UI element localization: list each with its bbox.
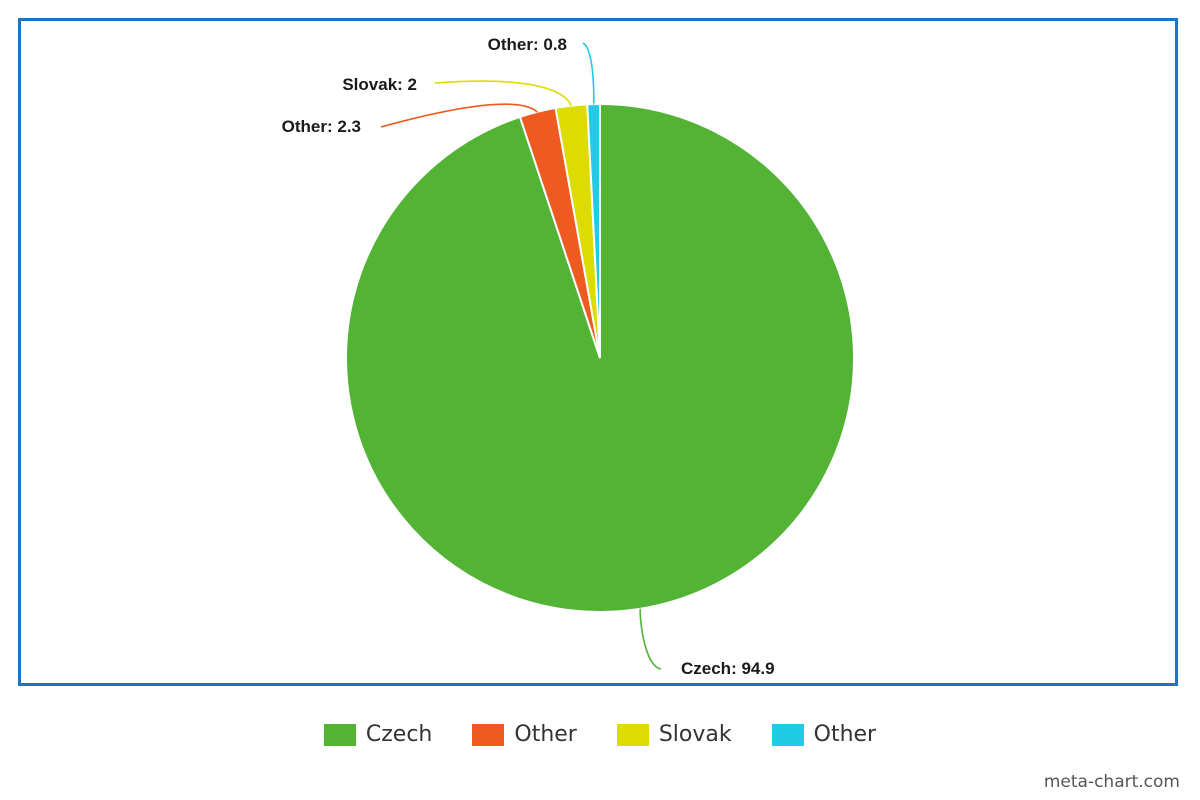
legend-swatch	[472, 723, 505, 746]
legend: Czech Other Slovak Other	[0, 722, 1200, 747]
data-label-0: Czech: 94.9	[681, 659, 775, 678]
legend-swatch	[771, 723, 804, 746]
legend-swatch	[323, 723, 356, 746]
legend-item-czech-0[interactable]: Czech	[323, 722, 433, 747]
legend-item-other-1[interactable]: Other	[472, 722, 577, 747]
pie-chart: Czech: 94.9 Other: 2.3 Slovak: 2 Other: 0.8	[282, 35, 855, 678]
data-label-1: Other: 2.3	[282, 117, 361, 136]
connector-line-1	[380, 103, 538, 128]
legend-swatch	[616, 723, 649, 746]
legend-item-slovak-2[interactable]: Slovak	[616, 722, 732, 747]
data-label-3: Other: 0.8	[488, 35, 567, 54]
legend-label: Slovak	[658, 722, 732, 747]
data-label-2: Slovak: 2	[342, 75, 417, 94]
connector-line-3	[582, 42, 595, 105]
watermark: meta-chart.com	[1043, 772, 1180, 792]
connector-line-0	[639, 608, 662, 670]
legend-label: Other	[813, 722, 877, 747]
legend-label: Czech	[365, 722, 433, 747]
chart-frame: Czech: 94.9 Other: 2.3 Slovak: 2 Other: 0.8	[18, 18, 1178, 686]
connector-line-2	[434, 80, 573, 107]
legend-label: Other	[514, 722, 577, 747]
legend-item-other-3[interactable]: Other	[771, 722, 877, 747]
